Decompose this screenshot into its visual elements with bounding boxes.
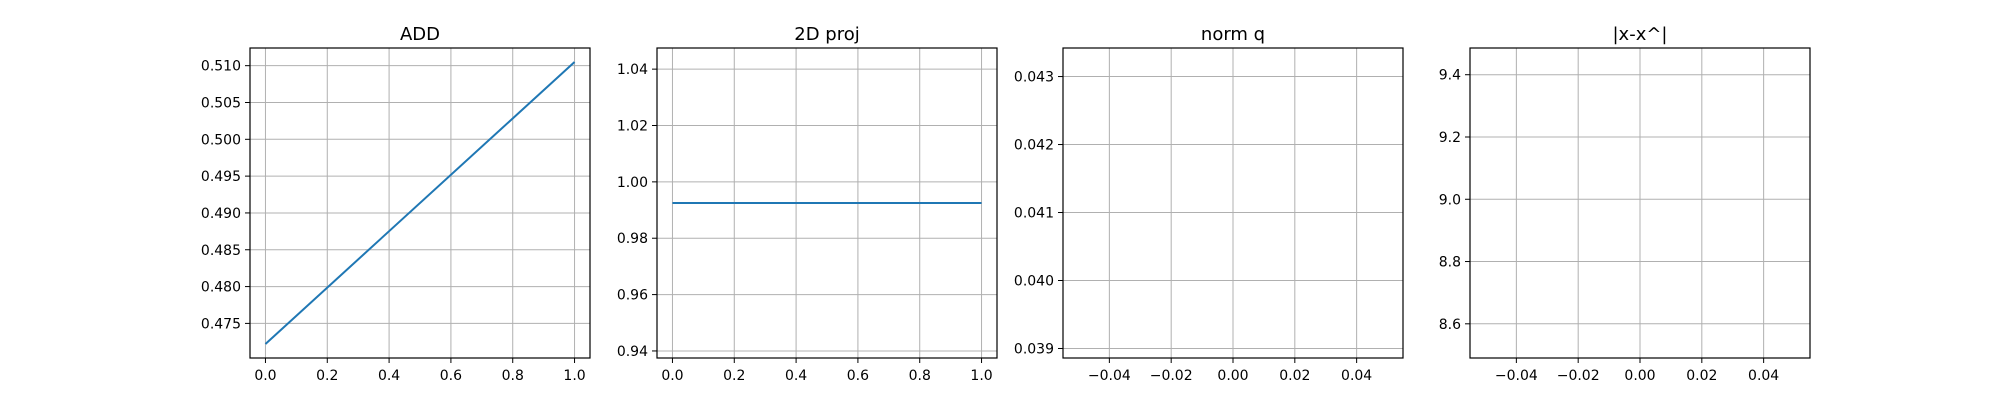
- y-tick-label: 0.490: [201, 206, 241, 222]
- y-tick-label: 0.96: [617, 288, 648, 304]
- subplot-title: ADD: [400, 24, 440, 45]
- x-tick-label: 0.8: [909, 368, 931, 384]
- x-tick-label: 0.00: [1217, 368, 1248, 384]
- y-tick-label: 1.00: [617, 175, 648, 191]
- x-tick-label: 0.6: [847, 368, 869, 384]
- y-tick-label: 0.485: [201, 243, 241, 259]
- y-tick-label: 0.495: [201, 169, 241, 185]
- y-tick-label: 0.480: [201, 280, 241, 296]
- y-tick-label: 9.0: [1439, 192, 1461, 208]
- subplot-4: −0.04 −0.02 0.00 0.02 0.04 8.6 8.8 9.0 9.2 9.4 |x-…: [1439, 24, 1811, 384]
- y-tick-label: 0.505: [201, 95, 241, 111]
- x-tick-label: 0.00: [1624, 368, 1655, 384]
- y-tick-label: 0.98: [617, 231, 648, 247]
- axes-frame: [249, 47, 591, 359]
- x-tick-label: −0.04: [1495, 368, 1538, 384]
- series-line: [264, 61, 576, 345]
- y-tick-label: 0.041: [1014, 206, 1054, 222]
- x-tick-label: 0.0: [661, 368, 683, 384]
- y-tick-label: 8.6: [1439, 317, 1461, 333]
- x-tick-label: −0.02: [1150, 368, 1193, 384]
- x-tick-label: 1.0: [563, 368, 585, 384]
- x-tick-label: 0.4: [785, 368, 807, 384]
- x-tick-label: 0.8: [502, 368, 524, 384]
- y-tick-label: 9.4: [1439, 68, 1461, 84]
- y-tick-label: 0.043: [1014, 70, 1054, 86]
- axes-frame: [656, 47, 998, 359]
- x-tick-label: 1.0: [970, 368, 992, 384]
- y-tick-label: 0.475: [201, 316, 241, 332]
- y-tick-label: 9.2: [1439, 130, 1461, 146]
- subplot-title: norm q: [1201, 24, 1265, 45]
- y-tick-label: 0.040: [1014, 274, 1054, 290]
- y-tick-label: 0.042: [1014, 138, 1054, 154]
- x-tick-label: 0.4: [378, 368, 400, 384]
- subplot-3: −0.04 −0.02 0.00 0.02 0.04 0.039 0.040 0.041 0.0…: [1014, 24, 1404, 384]
- y-tick-label: 0.500: [201, 132, 241, 148]
- x-tick-label: 0.04: [1748, 368, 1779, 384]
- y-tick-label: 1.02: [617, 119, 648, 135]
- x-tick-label: 0.02: [1279, 368, 1310, 384]
- x-tick-label: 0.2: [316, 368, 338, 384]
- x-tick-label: 0.6: [440, 368, 462, 384]
- x-tick-label: 0.2: [723, 368, 745, 384]
- subplot-title: 2D proj: [794, 24, 859, 45]
- y-tick-label: 0.510: [201, 59, 241, 75]
- y-tick-label: 8.8: [1439, 255, 1461, 271]
- x-tick-label: −0.02: [1557, 368, 1600, 384]
- y-tick-label: 0.039: [1014, 341, 1054, 357]
- subplot-1: 0.0 0.2 0.4 0.6 0.8 1.0 0.475 0.480 0.485 0.490 0.…: [201, 24, 591, 384]
- x-tick-label: 0.04: [1341, 368, 1372, 384]
- x-tick-label: −0.04: [1088, 368, 1131, 384]
- subplot-title: |x-x^|: [1612, 24, 1667, 45]
- x-tick-label: 0.02: [1686, 368, 1717, 384]
- x-tick-label: 0.0: [254, 368, 276, 384]
- subplot-2: 0.0 0.2 0.4 0.6 0.8 1.0 0.94 0.96 0.98 1.00 1.02 1.…: [617, 24, 998, 384]
- y-tick-label: 1.04: [617, 62, 648, 78]
- y-tick-label: 0.94: [617, 344, 648, 360]
